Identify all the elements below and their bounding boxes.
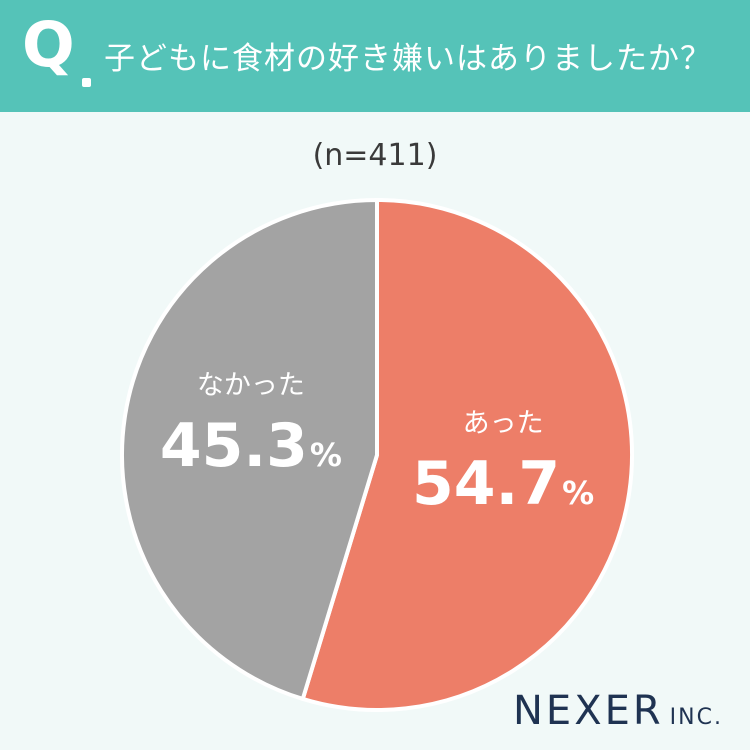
pie-slice-0 [300, 198, 634, 712]
slice-value-number-1: 45.3 [160, 411, 308, 481]
q-mark: Q [22, 8, 75, 81]
slice-value-0: 54.7% [412, 449, 594, 519]
slice-label-1: なかった [197, 370, 305, 401]
slice-value-unit-0: % [562, 474, 594, 512]
pie-slice-1 [120, 198, 379, 701]
slice-value-number-0: 54.7 [412, 449, 560, 519]
brand-suffix: INC. [669, 705, 723, 730]
brand-logo: NEXER INC. [513, 688, 723, 734]
question-header: Q 子どもに食材の好き嫌いはありましたか？ [0, 0, 750, 112]
slice-label-0: あった [463, 408, 544, 439]
question-text: 子どもに食材の好き嫌いはありましたか？ [104, 41, 712, 77]
brand-name: NEXER [513, 688, 664, 734]
q-dot [82, 78, 91, 87]
slice-value-1: 45.3% [160, 411, 342, 481]
slice-value-unit-1: % [310, 436, 342, 474]
sample-size: (n=411) [312, 138, 438, 173]
